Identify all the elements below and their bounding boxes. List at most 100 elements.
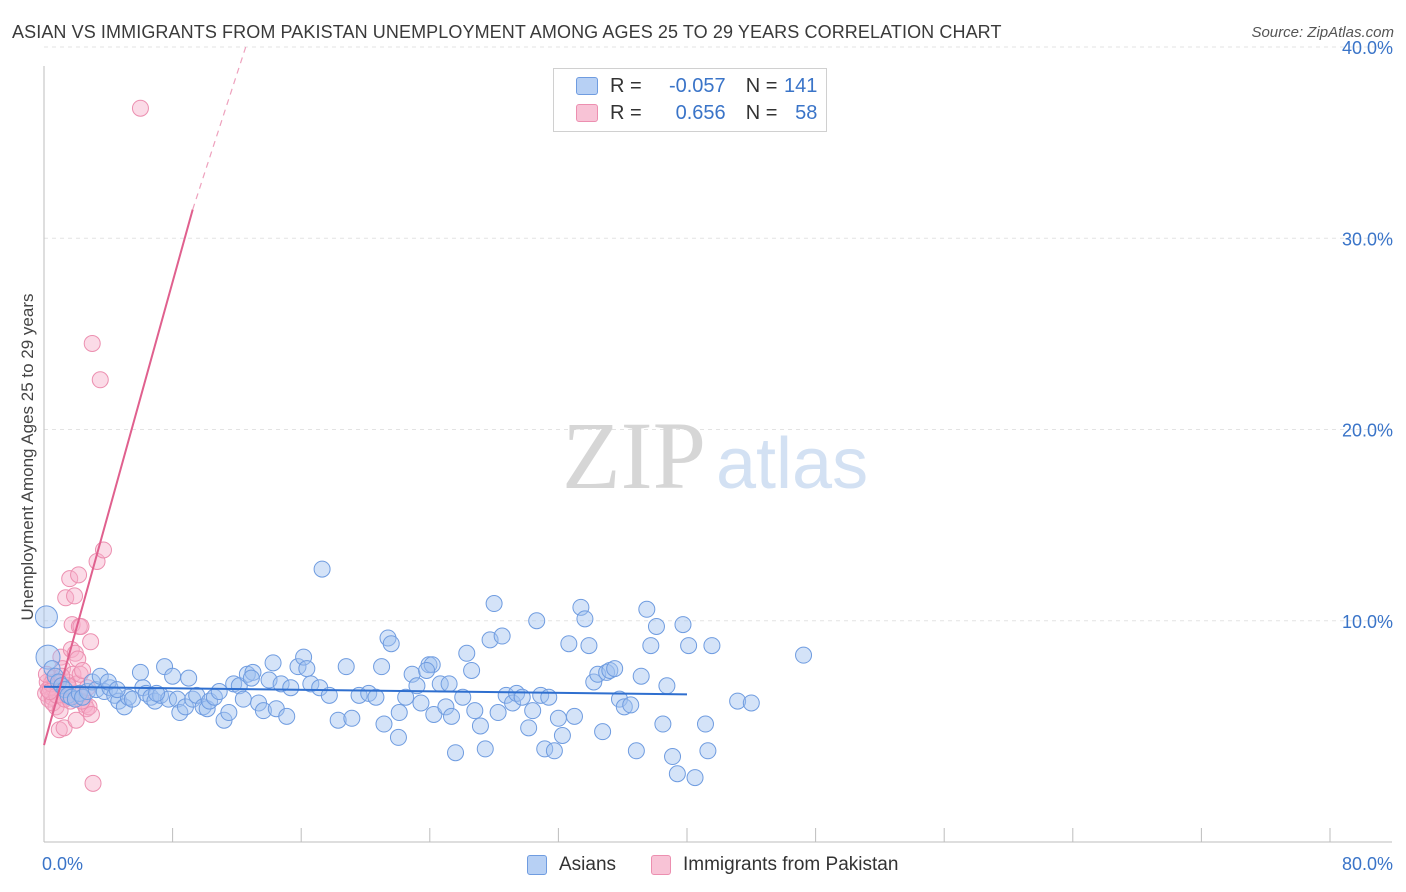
- asian-point: [642, 637, 660, 655]
- tick-labels: 10.0% 20.0% 30.0% 40.0% 0.0% 80.0%: [42, 38, 1393, 874]
- asian-point: [606, 660, 624, 678]
- asians-r-value: -0.057: [668, 74, 726, 97]
- asian-point: [553, 727, 571, 744]
- pakistan-n-value: 58: [795, 101, 818, 124]
- asian-point: [389, 728, 407, 746]
- asian-point: [638, 600, 656, 618]
- asian-point: [458, 644, 476, 662]
- asian-point: [699, 742, 717, 760]
- asian-point: [244, 663, 262, 681]
- asian-point: [627, 742, 645, 760]
- asian-point: [418, 661, 436, 679]
- asian-point: [108, 681, 126, 699]
- asian-point: [463, 661, 481, 679]
- pakistan-r-value: 0.656: [675, 101, 726, 124]
- y-tick-label: 20.0%: [1342, 421, 1393, 441]
- asian-point: [489, 704, 507, 722]
- watermark: ZIP atlas: [562, 402, 868, 509]
- r-label: R =: [610, 101, 642, 124]
- pakistan-point: [91, 371, 109, 389]
- asian-point: [647, 617, 665, 635]
- asian-point: [329, 711, 347, 729]
- asian-point: [412, 694, 430, 712]
- asian-point: [493, 627, 511, 645]
- asian-point: [302, 675, 320, 693]
- asian-point: [674, 616, 692, 634]
- bottom-legend-asians[interactable]: Asians: [527, 852, 616, 878]
- asian-point: [272, 675, 290, 693]
- pakistan-point: [131, 99, 149, 117]
- asian-point: [298, 660, 316, 678]
- pakistan-point: [70, 566, 88, 584]
- pakistan-point: [72, 617, 90, 635]
- stats-legend: R = -0.057 N = 141 R = 0.656 N = 58: [553, 68, 827, 132]
- n-label: N =: [745, 101, 778, 124]
- chart-title: ASIAN VS IMMIGRANTS FROM PAKISTAN UNEMPL…: [12, 22, 1002, 42]
- pakistan-point: [61, 570, 79, 588]
- trend-lines: [43, 46, 688, 746]
- asian-point: [320, 686, 338, 704]
- asian-point: [282, 679, 300, 697]
- asian-point: [658, 677, 676, 695]
- x-tick-label-max: 80.0%: [1342, 854, 1393, 874]
- watermark-atlas: atlas: [716, 424, 868, 504]
- asian-point: [180, 669, 198, 687]
- asian-point: [313, 560, 331, 578]
- asian-point: [540, 688, 558, 706]
- pakistan-point: [82, 633, 100, 651]
- asian-point: [337, 658, 355, 676]
- asian-point: [373, 658, 391, 676]
- asian-point: [234, 690, 252, 708]
- asian-point: [696, 715, 714, 733]
- asian-point: [425, 705, 443, 723]
- n-label: N =: [745, 74, 778, 97]
- asian-point: [264, 654, 282, 672]
- asian-point: [466, 702, 484, 720]
- asian-point: [242, 669, 260, 687]
- asian-point: [572, 598, 590, 616]
- asian-point: [74, 688, 92, 706]
- pakistan-point: [66, 587, 84, 605]
- legend-row-asians: R = -0.057 N = 141: [576, 74, 817, 98]
- pakistan-point: [55, 719, 73, 737]
- pakistan-legend-swatch: [651, 855, 671, 875]
- asians-swatch: [576, 77, 598, 95]
- asian-point: [367, 688, 385, 706]
- source-label: Source: ZipAtlas.com: [1251, 24, 1394, 41]
- asian-point: [664, 748, 682, 766]
- asian-point: [615, 698, 633, 716]
- axes: [43, 66, 1392, 843]
- asian-point: [440, 675, 458, 693]
- pakistan-point: [84, 774, 102, 792]
- pakistan-point: [82, 705, 100, 723]
- asian-point: [34, 605, 58, 629]
- asian-trend-line: [43, 685, 688, 696]
- asian-point: [379, 629, 397, 647]
- pakistan-point: [83, 334, 101, 352]
- asians-n-value: 141: [784, 74, 818, 97]
- asian-point: [524, 702, 542, 720]
- asian-point: [549, 709, 567, 727]
- asian-point: [210, 683, 228, 701]
- asian-point: [504, 694, 522, 712]
- pakistan-trend-extension: [192, 46, 247, 210]
- pakistan-swatch: [576, 104, 598, 122]
- asian-point: [164, 667, 182, 685]
- asian-point: [576, 610, 594, 628]
- pakistan-point: [74, 661, 92, 679]
- asian-point: [382, 635, 400, 653]
- asian-point: [471, 717, 489, 735]
- asian-point: [375, 715, 393, 733]
- asian-point: [795, 646, 813, 664]
- x-tick-label-min: 0.0%: [42, 854, 83, 874]
- asian-points: [34, 560, 813, 787]
- asian-point: [580, 637, 598, 655]
- bottom-legend-pakistan[interactable]: Immigrants from Pakistan: [651, 852, 898, 878]
- asian-point: [254, 702, 272, 720]
- y-tick-label: 40.0%: [1342, 38, 1393, 58]
- asian-point: [437, 698, 455, 716]
- asian-point: [148, 684, 166, 702]
- asian-point: [622, 696, 640, 714]
- asian-point: [742, 694, 760, 712]
